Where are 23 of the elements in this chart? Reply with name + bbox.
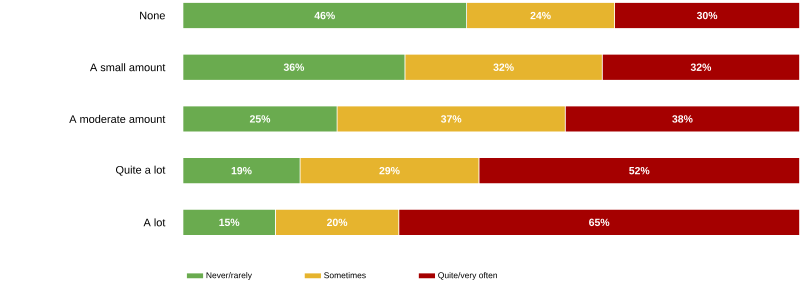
data-label: 20% xyxy=(326,218,348,226)
y-tick-label: A lot xyxy=(144,218,166,226)
legend-label: Never/rarely xyxy=(206,272,252,280)
data-label: 38% xyxy=(672,115,693,123)
data-label: 46% xyxy=(314,12,335,20)
data-label: 25% xyxy=(250,115,270,123)
data-label: 32% xyxy=(690,64,712,72)
y-tick-label: A small amount xyxy=(90,63,166,72)
data-label: 29% xyxy=(379,167,400,174)
legend-label: Sometimes xyxy=(324,272,366,278)
data-label: 24% xyxy=(530,12,551,20)
y-tick-label: Quite a lot xyxy=(116,166,166,176)
data-label: 19% xyxy=(232,167,252,174)
y-tick-label: None xyxy=(140,12,165,20)
data-label: 30% xyxy=(696,12,718,20)
legend-label: Quite/very often xyxy=(438,272,497,280)
data-label: 15% xyxy=(219,218,240,226)
data-label: 32% xyxy=(493,64,514,72)
data-label: 37% xyxy=(440,115,462,123)
data-label: 65% xyxy=(589,218,610,226)
data-label: 52% xyxy=(629,167,650,174)
data-label: 36% xyxy=(284,64,304,72)
y-tick-label: A moderate amount xyxy=(69,115,166,124)
